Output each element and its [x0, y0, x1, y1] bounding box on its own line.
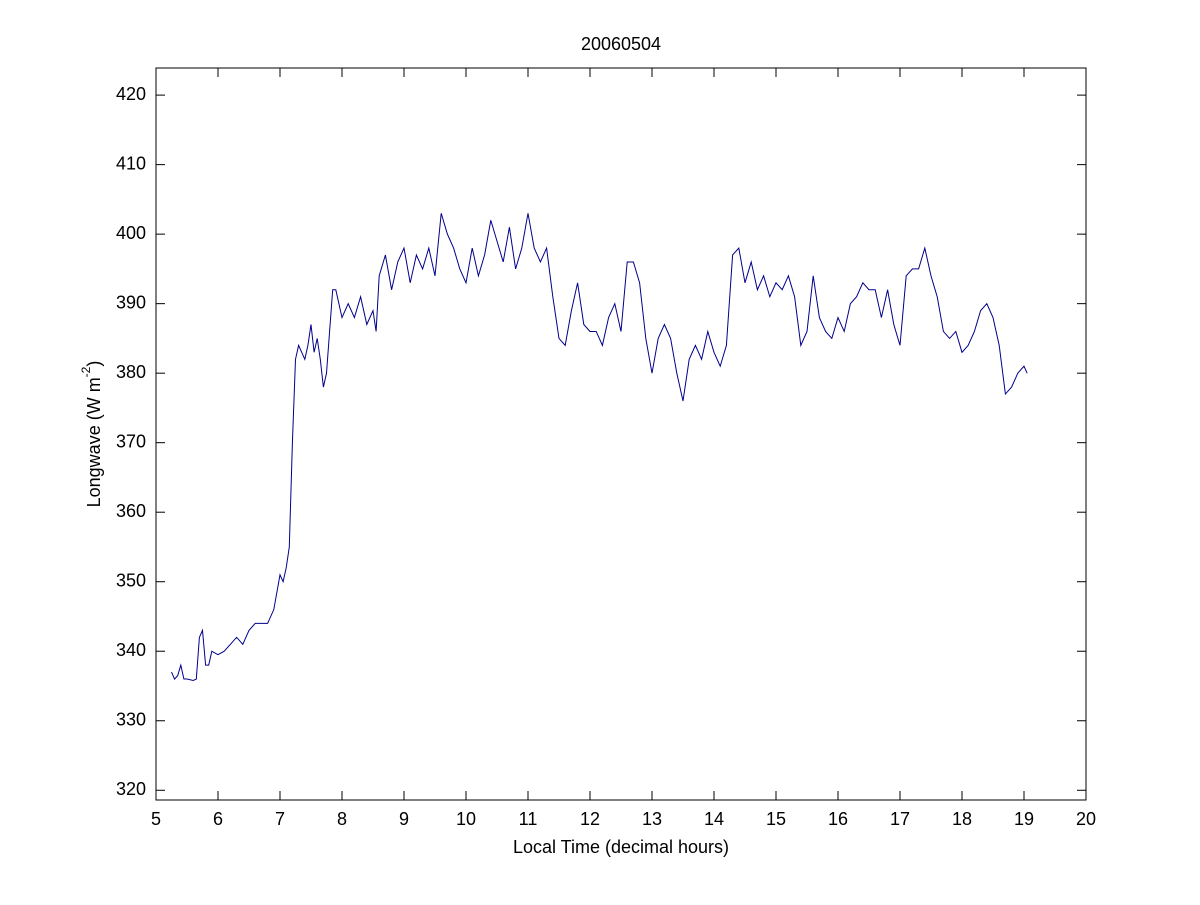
- x-tick-label: 7: [275, 809, 285, 829]
- x-tick-label: 6: [213, 809, 223, 829]
- y-tick-label: 400: [116, 223, 146, 243]
- x-tick-label: 19: [1014, 809, 1034, 829]
- y-tick-label: 390: [116, 292, 146, 312]
- x-tick-label: 5: [151, 809, 161, 829]
- y-tick-label: 350: [116, 570, 146, 590]
- chart-title: 20060504: [581, 34, 661, 54]
- y-axis-label: Longwave (W m-2): [79, 361, 104, 508]
- y-tick-label: 370: [116, 431, 146, 451]
- x-axis-label: Local Time (decimal hours): [513, 837, 729, 857]
- y-label-end: ): [84, 361, 104, 367]
- y-label-sup: -2: [79, 366, 93, 377]
- plot-area: [155, 67, 1087, 801]
- y-label-text: Longwave (W m: [84, 377, 104, 507]
- y-tick-label: 340: [116, 640, 146, 660]
- x-tick-label: 13: [642, 809, 662, 829]
- x-tick-label: 10: [456, 809, 476, 829]
- data-line: [171, 213, 1028, 681]
- x-tick-label: 17: [890, 809, 910, 829]
- x-tick-label: 14: [704, 809, 724, 829]
- x-tick-label: 18: [952, 809, 972, 829]
- x-tick-label: 16: [828, 809, 848, 829]
- x-tick-label: 8: [337, 809, 347, 829]
- y-tick-label: 410: [116, 153, 146, 173]
- y-tick-label: 320: [116, 779, 146, 799]
- x-tick-label: 12: [580, 809, 600, 829]
- y-tick-label: 380: [116, 362, 146, 382]
- x-tick-label: 20: [1076, 809, 1096, 829]
- x-tick-label: 9: [399, 809, 409, 829]
- y-tick-label: 360: [116, 501, 146, 521]
- x-tick-label: 11: [519, 809, 538, 829]
- x-tick-label: 15: [766, 809, 786, 829]
- y-tick-label: 330: [116, 710, 146, 730]
- y-tick-label: 420: [116, 84, 146, 104]
